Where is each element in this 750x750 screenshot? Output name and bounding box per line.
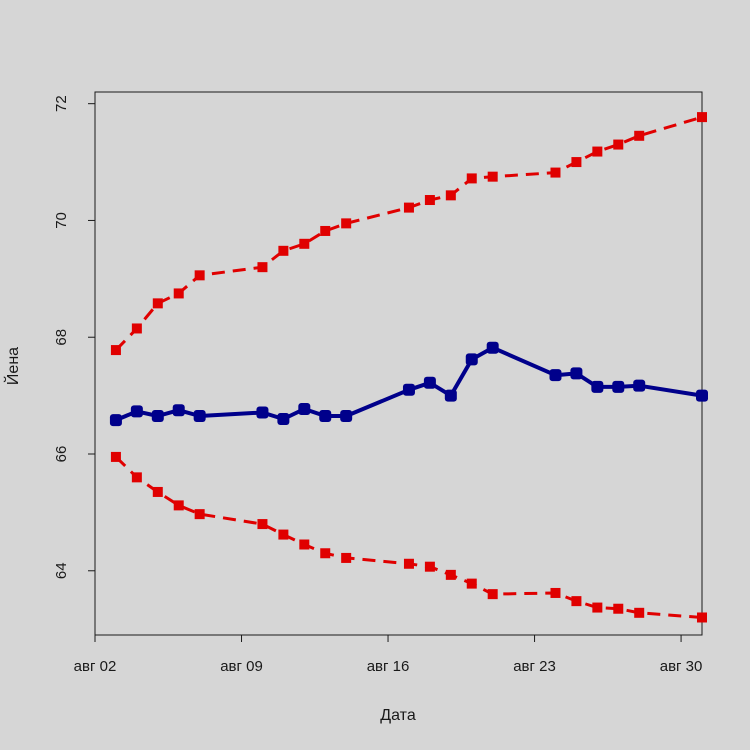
series-2-point [402,383,415,396]
series-2-point [591,380,604,393]
series-2-point [465,353,478,366]
series-2-point [696,389,708,402]
series-2-point [109,414,122,427]
series-2-point [298,403,311,416]
series-3 [110,451,707,623]
series-3-point [487,589,498,600]
x-tick-label: авг 16 [367,658,410,675]
series-3-point [571,596,582,607]
series-2-point [340,410,353,423]
series-2-point [633,379,646,392]
x-tick-label: авг 23 [513,658,556,675]
plot-frame [94,91,703,636]
series-1-point [110,345,121,356]
series-1-point [257,262,268,273]
series-3-point [634,607,645,618]
series-3-point [278,529,289,540]
series-3-point [403,558,414,569]
series-1-point [131,323,142,334]
series-1 [110,112,707,356]
series-3-point [550,587,561,598]
series-1-point [592,146,603,157]
series-2-point [256,406,269,419]
series-1-point [341,218,352,229]
series-3-point [341,552,352,563]
series-2-point [319,410,332,423]
series-1-point [173,288,184,299]
series-1-point [403,202,414,213]
series-3-point [194,509,205,520]
series-1-point [697,112,707,123]
series-2-point [172,404,185,417]
series-layer [109,112,708,623]
series-1-point [194,270,205,281]
series-3-point [152,486,163,497]
x-axis: авг 02 авг 09 авг 16 авг 23 авг 30 [74,634,703,675]
series-1-line [114,115,703,352]
y-tick-label: 70 [53,212,70,229]
series-3-point [424,561,435,572]
series-1-point [613,139,624,150]
y-tick-label: 72 [53,95,70,112]
series-3-point [445,569,456,580]
series-2 [109,341,708,427]
series-1-point [299,238,310,249]
series-2-point [277,412,290,425]
y-tick-label: 66 [53,446,70,463]
series-3-point [466,578,477,589]
series-1-point [424,195,435,206]
series-3-point [173,500,184,511]
series-3-point [320,548,331,559]
series-1-point [550,167,561,178]
series-3-point [299,539,310,550]
series-2-point [549,369,562,382]
x-tick-label: авг 02 [74,658,117,675]
x-axis-title: Дата [380,707,416,724]
series-3-point [110,451,121,462]
y-tick-label: 68 [53,329,70,346]
series-3-point [131,472,142,483]
series-3-point [697,612,707,623]
series-3-point [613,603,624,614]
series-1-point [487,171,498,182]
series-1-point [466,173,477,184]
series-2-point [130,405,143,418]
series-2-point [486,341,499,354]
series-3-line [114,455,703,619]
series-1-point [320,225,331,236]
series-2-point [570,367,583,380]
series-1-point [634,130,645,141]
x-tick-label: авг 30 [660,658,703,675]
series-1-point [152,298,163,309]
series-3-point [257,519,268,530]
series-1-point [445,190,456,201]
series-3-point [592,602,603,613]
y-axis-title: Йена [3,347,22,385]
series-2-point [193,410,206,423]
series-1-point [278,245,289,256]
series-2-point [444,389,457,402]
series-2-point [612,380,625,393]
y-tick-label: 64 [53,562,70,579]
series-2-point [423,376,436,389]
y-axis: 64 66 68 70 72 [53,95,96,579]
series-1-point [571,157,582,168]
x-tick-label: авг 09 [220,658,263,675]
series-2-point [151,410,164,423]
